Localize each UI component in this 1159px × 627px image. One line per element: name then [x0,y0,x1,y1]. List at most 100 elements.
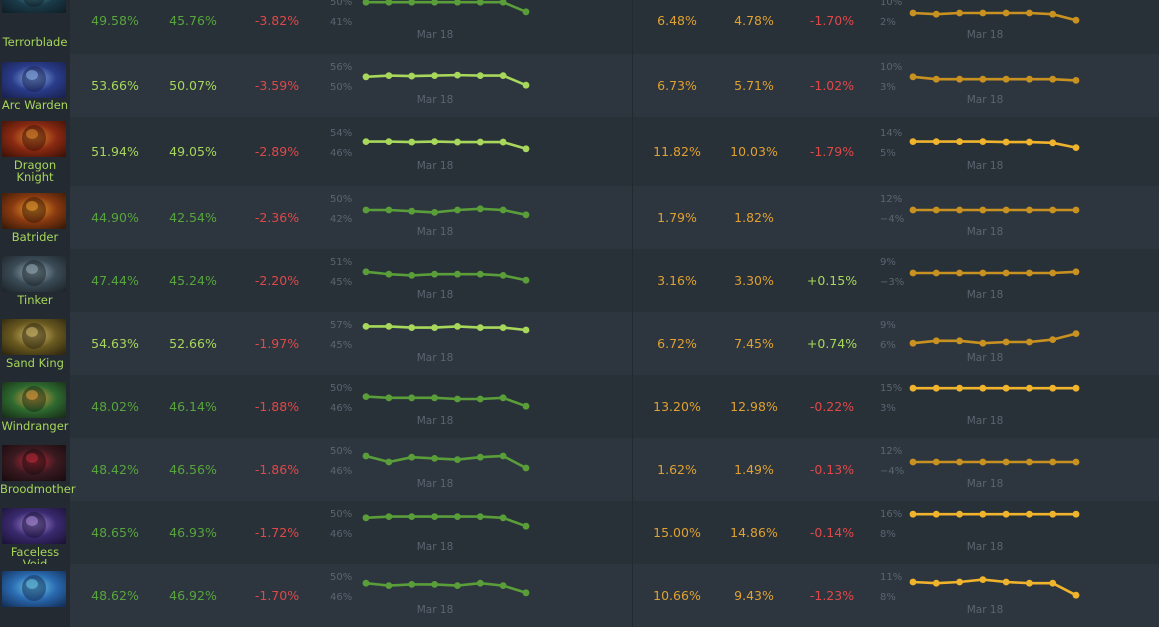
sand-king-icon[interactable] [2,319,66,355]
pickrate-trend-point [1049,269,1057,276]
pickrate-trend-point [1026,9,1033,16]
pickrate-trend-point [956,458,963,465]
winrate-sparkline [362,452,530,471]
pickrate-change: +0.74% [806,335,858,351]
pickrate-trend-point [979,9,987,16]
pickrate-trend-point [1049,138,1057,146]
winrate-previous: 49.58% [91,12,139,28]
hero-row[interactable]: Dragon Knight 51.94% 49.05% -2.89% 11.82% 10.… [0,117,1159,186]
winrate-trend-point [499,393,507,401]
winrate-axis-max: 50% [330,193,353,205]
winrate-trend-point [499,71,507,79]
winrate-trend-point [431,137,438,145]
hero-name[interactable]: Broodmother [0,482,76,496]
terrorblade-icon[interactable] [2,0,66,13]
puck-icon[interactable] [2,571,66,607]
hero-row[interactable]: 48.62% 46.92% -1.70% 10.66% 9.43% -1.23% 50% 46… [0,564,1159,627]
winrate-trend-point [408,512,416,520]
winrate-trend-point [522,402,530,410]
pickrate-current: 12.98% [730,398,778,414]
winrate-date-label: Mar 18 [416,414,454,427]
hero-row[interactable]: Arc Warden 53.66% 50.07% -3.59% 6.73% 5.71% -1… [0,54,1159,117]
hero-name[interactable]: Terrorblade [2,35,68,49]
pickrate-trend-point [909,269,917,276]
pickrate-trend-point [1026,458,1033,465]
pickrate-trend-point [1026,510,1033,518]
winrate-date-label: Mar 18 [416,159,454,172]
winrate-trend-point [454,455,461,463]
pickrate-axis-max: 9% [880,256,896,268]
winrate-previous: 48.42% [91,461,139,477]
winrate-trend-point [362,72,370,80]
pickrate-axis-min: 8% [880,528,896,540]
winrate-sparkline [362,392,530,410]
pickrate-sparkline [909,510,1080,518]
winrate-trend-point [385,393,393,401]
pickrate-trend-point [1072,458,1080,465]
pickrate-trend-point [1026,269,1033,276]
pickrate-trend-point [909,458,917,465]
hero-row[interactable]: Faceless Void48.65%46.93%-1.72%15.00%14.… [0,501,1159,570]
pickrate-trend-point [1026,384,1033,392]
winrate-trend-point [499,513,507,521]
winrate-trend-point [499,0,507,6]
winrate-previous: 53.66% [91,77,139,93]
pickrate-trend-point [956,336,963,344]
faceless-void-icon[interactable] [2,508,66,544]
pickrate-sparkline [909,329,1080,347]
winrate-trend-point [385,322,393,330]
winrate-trend-point [476,323,484,331]
hero-row[interactable]: Windranger 48.02% 46.14% -1.88% 13.20% 12.98%… [0,375,1159,438]
winrate-change: -3.59% [254,77,300,93]
hero-row[interactable]: Terrorblade 49.58% 45.76% -3.82% 6.48% 4.78% -… [0,0,1159,54]
pickrate-trend-point [909,206,917,213]
hero-row[interactable]: Sand King 54.63% 52.66% -1.97% 6.72% 7.45% +0.… [0,312,1159,375]
pickrate-current: 1.49% [734,461,774,477]
winrate-previous: 44.90% [91,209,139,225]
winrate-sparkline [362,267,530,284]
hero-name[interactable]: Windranger [1,419,69,433]
pickrate-axis-min: −4% [880,465,905,477]
pickrate-trend-point [956,9,963,16]
pickrate-trend-point [1072,591,1080,599]
pickrate-trend-point [979,206,987,213]
winrate-trend-point [476,395,484,402]
hero-name[interactable]: Dragon Knight [13,158,57,184]
pickrate-trend-point [909,578,917,585]
winrate-trend-point [522,326,530,333]
tinker-icon[interactable] [2,256,66,292]
pickrate-trend-point [909,9,917,16]
pickrate-change: -1.79% [809,143,855,159]
broodmother-icon[interactable] [2,445,66,481]
pickrate-trend-point [979,384,987,392]
hero-row[interactable]: Batrider 44.90% 42.54% -2.36% 1.79% 1.82% 50% 4… [0,186,1159,249]
pickrate-trend-point [909,339,917,347]
pickrate-previous: 6.73% [657,77,697,93]
batrider-icon[interactable] [2,193,66,229]
winrate-axis-min: 41% [330,16,353,28]
pickrate-trend-point [932,510,940,518]
windranger-icon[interactable] [2,382,66,418]
pickrate-trend-point [1002,384,1010,392]
winrate-trend-line [365,270,527,281]
pickrate-date-label: Mar 18 [966,414,1004,427]
pickrate-trend-point [932,384,940,392]
pickrate-trend-point [956,384,963,392]
arc-warden-icon[interactable] [2,62,66,98]
winrate-change: -3.82% [254,12,300,28]
pickrate-trend-point [1026,579,1033,587]
hero-row[interactable]: Tinker 47.44% 45.24% -2.20% 3.16% 3.30% +0.15%… [0,249,1159,312]
hero-name[interactable]: Sand King [6,356,64,370]
hero-name[interactable]: Tinker [17,293,53,307]
pickrate-axis-max: 14% [880,127,903,139]
column-divider [632,249,633,312]
pickrate-previous: 10.66% [653,587,701,603]
hero-row[interactable]: Broodmother 48.42% 46.56% -1.86% 1.62% 1.49% -… [0,438,1159,501]
dragon-knight-icon[interactable] [2,121,66,157]
pickrate-trend-point [1072,267,1080,275]
pickrate-trend-point [1072,510,1080,518]
hero-name[interactable]: Arc Warden [1,98,69,112]
hero-name[interactable]: Batrider [11,230,59,244]
pickrate-trend-point [1002,510,1010,518]
